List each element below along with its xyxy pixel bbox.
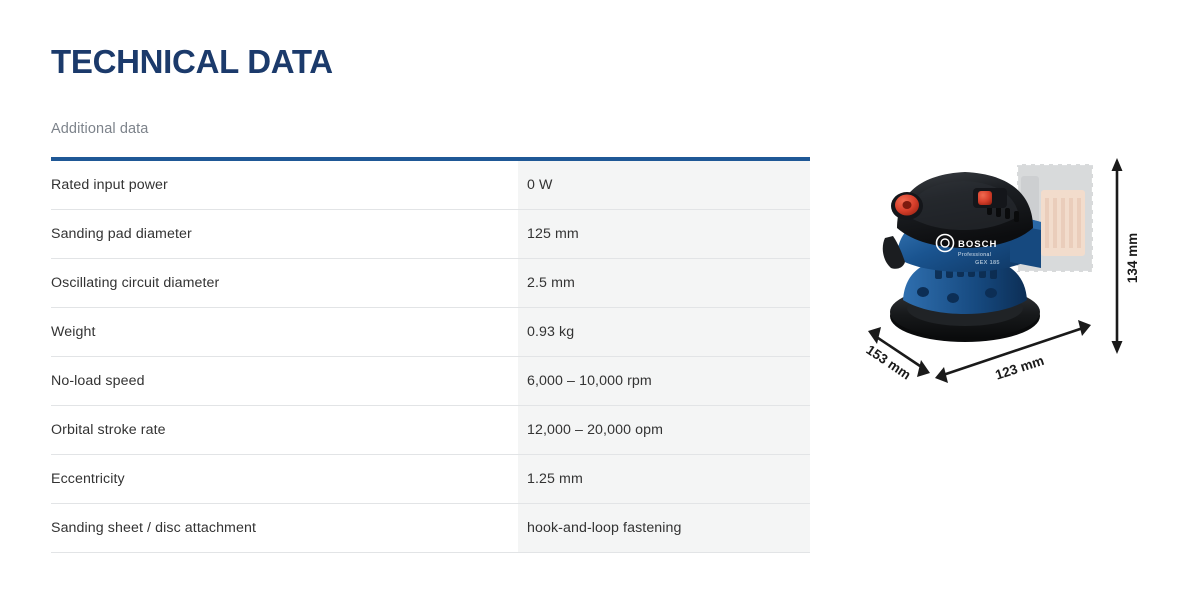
spec-value: 125 mm: [518, 209, 810, 259]
page-title: TECHNICAL DATA: [51, 43, 333, 80]
spec-value: 2.5 mm: [518, 258, 810, 308]
power-switch-icon: [973, 188, 1007, 208]
dimension-width-label: 123 mm: [993, 353, 1045, 383]
table-row: Sanding sheet / disc attachment hook-and…: [51, 503, 810, 553]
table-row: Oscillating circuit diameter 2.5 mm: [51, 258, 810, 308]
table-row: Weight 0.93 kg: [51, 307, 810, 357]
dimension-depth: [868, 327, 930, 377]
specs-column: TECHNICAL DATA Additional data Rated inp…: [51, 0, 810, 553]
table-row: No-load speed 6,000 – 10,000 rpm: [51, 356, 810, 406]
spec-label: No-load speed: [51, 356, 518, 406]
dimension-width: [935, 320, 1091, 383]
spec-value: 6,000 – 10,000 rpm: [518, 356, 810, 406]
spec-label: Sanding pad diameter: [51, 209, 518, 259]
spec-value: 12,000 – 20,000 opm: [518, 405, 810, 455]
spec-label: Eccentricity: [51, 454, 518, 504]
specifications-table-body: Rated input power 0 W Sanding pad diamet…: [51, 158, 810, 553]
specifications-table: Rated input power 0 W Sanding pad diamet…: [51, 156, 810, 553]
dimension-depth-label: 153 mm: [863, 342, 913, 383]
spec-value: hook-and-loop fastening: [518, 503, 810, 553]
spec-label: Sanding sheet / disc attachment: [51, 503, 518, 553]
spec-value: 0.93 kg: [518, 307, 810, 357]
table-row: Eccentricity 1.25 mm: [51, 454, 810, 504]
dimension-height: [1111, 158, 1123, 354]
front-knob-icon: [891, 192, 923, 220]
spec-label: Oscillating circuit diameter: [51, 258, 518, 308]
product-figure: BOSCH Professional GEX 185 134 mm 153 mm: [845, 150, 1175, 410]
spec-label: Orbital stroke rate: [51, 405, 518, 455]
table-row: Sanding pad diameter 125 mm: [51, 209, 810, 259]
svg-text:BOSCH: BOSCH: [958, 239, 997, 250]
spec-value: 1.25 mm: [518, 454, 810, 504]
spec-label: Weight: [51, 307, 518, 357]
svg-text:GEX 185: GEX 185: [975, 260, 1000, 266]
bosch-logo: BOSCH Professional GEX 185: [935, 233, 1000, 266]
svg-text:Professional: Professional: [958, 252, 991, 258]
spec-value: 0 W: [518, 158, 810, 210]
dimension-height-label: 134 mm: [1125, 233, 1140, 283]
table-row: Orbital stroke rate 12,000 – 20,000 opm: [51, 405, 810, 455]
spec-label: Rated input power: [51, 158, 518, 210]
section-label-additional-data: Additional data: [51, 120, 149, 137]
table-row: Rated input power 0 W: [51, 158, 810, 210]
